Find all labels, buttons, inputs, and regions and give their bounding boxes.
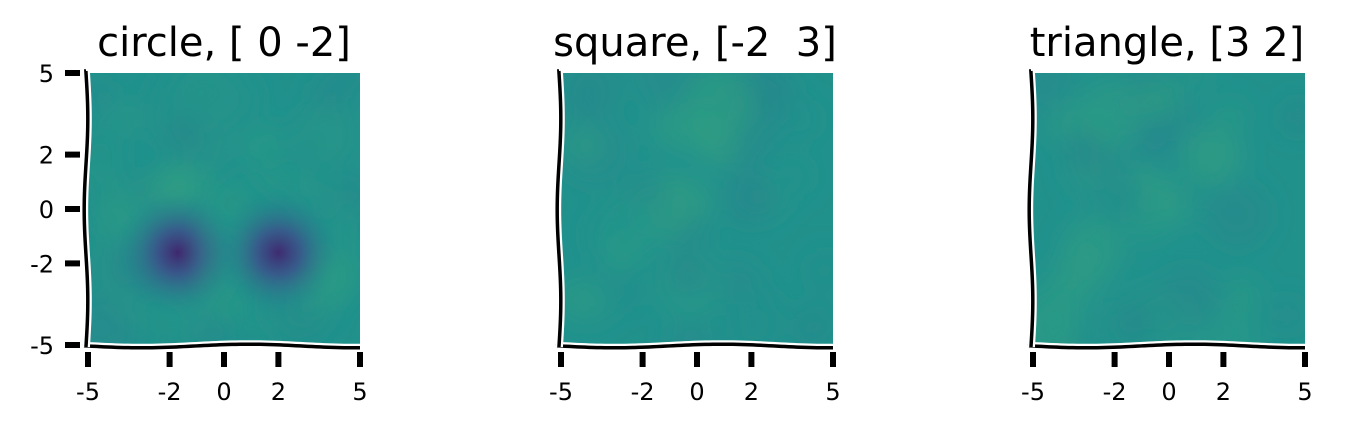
heatmap-blotch	[1182, 125, 1243, 186]
y-tick-label: 2	[39, 142, 54, 170]
y-spine	[555, 69, 563, 348]
heatmap-blotch	[312, 80, 344, 112]
heatmap-blotch	[806, 252, 833, 289]
y-tick-label: 5	[39, 60, 54, 88]
feature-halo	[200, 174, 357, 331]
x-tick-label: -2	[631, 378, 655, 406]
panel-circle: circle, [ 0 -2] -5 -2 0 2 5 -5 -2 0 2 5	[30, 20, 368, 406]
axes-triangle: -5 -2 0 2 5	[1021, 67, 1313, 406]
x-tick-label: -5	[549, 378, 573, 406]
heatmap-blotch	[95, 166, 128, 200]
heatmap-blotch	[1222, 275, 1262, 315]
heatmap-blotch	[1051, 246, 1107, 302]
heatmap-blotch	[1140, 80, 1180, 120]
x-spine	[82, 342, 361, 350]
y-tick-label: -5	[30, 332, 54, 360]
heatmap-blotch	[611, 279, 640, 308]
heatmap-texture	[1033, 73, 1305, 345]
x-tick-label: -2	[1103, 378, 1127, 406]
x-tick-label: 5	[352, 378, 367, 406]
x-tick-label: 0	[216, 378, 231, 406]
heatmap-blotch	[1124, 199, 1169, 243]
heatmap-blotch	[1175, 73, 1208, 93]
panel-triangle: triangle, [3 2] -5 -2 0 2 5	[1021, 20, 1313, 406]
heatmap-blotch	[239, 123, 284, 168]
y-tick-label: -2	[30, 250, 54, 278]
heatmap-blotch	[684, 73, 756, 140]
heatmap-blotch	[670, 320, 714, 345]
x-tick-label: 5	[1297, 378, 1312, 406]
y-tick-label: 0	[39, 196, 54, 224]
heatmap-circle	[88, 73, 360, 345]
heatmap-blotch	[164, 115, 206, 157]
x-tick-label: -2	[158, 378, 182, 406]
heatmap-blotch	[563, 125, 604, 165]
heatmap-square	[561, 73, 833, 345]
x-tick-label: 0	[1161, 378, 1176, 406]
heatmap-blotch	[1157, 267, 1220, 329]
heatmap-blotch	[1281, 101, 1305, 134]
heatmap-blotch	[1033, 309, 1080, 345]
heatmap-blotch	[604, 234, 641, 271]
x-tick-label: -5	[1021, 378, 1045, 406]
x-tick-label: 2	[1216, 378, 1231, 406]
x-tick-label: 2	[744, 378, 759, 406]
heatmap-blotch	[170, 73, 232, 106]
heatmap-blotch	[1077, 78, 1145, 146]
heatmap-blotch	[569, 279, 615, 324]
heatmap-blotch	[1112, 302, 1152, 343]
heatmap-blotch	[88, 80, 113, 110]
heatmap-blotch	[1206, 183, 1269, 246]
heatmap-blotch	[792, 315, 827, 345]
heatmap-triangle	[1033, 73, 1305, 345]
heatmap-blotch	[1033, 73, 1071, 112]
heatmap-blotch	[1214, 99, 1247, 132]
x-tick-label: 5	[825, 378, 840, 406]
panel-title: square, [-2 3]	[553, 20, 837, 66]
heatmap-features	[99, 174, 357, 331]
axes-square: -5 -2 0 2 5	[549, 67, 841, 406]
x-spine	[1027, 342, 1306, 350]
y-spine	[82, 69, 90, 348]
heatmap-feature	[214, 188, 343, 317]
y-spine	[1027, 69, 1035, 348]
heatmap-blotch	[1270, 298, 1304, 332]
x-tick-label: 2	[271, 378, 286, 406]
heatmap-blotch	[88, 124, 127, 174]
heatmap-blotch	[568, 91, 599, 122]
heatmap-blotch	[725, 174, 774, 224]
heatmap-blotch	[723, 284, 785, 345]
axes-circle: -5 -2 0 2 5 -5 -2 0 2 5	[30, 60, 368, 406]
panel-title: circle, [ 0 -2]	[97, 20, 351, 66]
heatmap-blotch	[668, 256, 707, 294]
x-spine	[555, 342, 834, 350]
x-tick-label: 0	[689, 378, 704, 406]
heatmap-blotch	[111, 103, 140, 132]
panel-square: square, [-2 3] -5 -2 0 2 5	[549, 20, 841, 406]
x-tick-label: -5	[76, 378, 100, 406]
panel-title: triangle, [3 2]	[1030, 20, 1304, 66]
heatmap-texture	[561, 73, 833, 345]
heatmap-blotch	[745, 73, 796, 119]
